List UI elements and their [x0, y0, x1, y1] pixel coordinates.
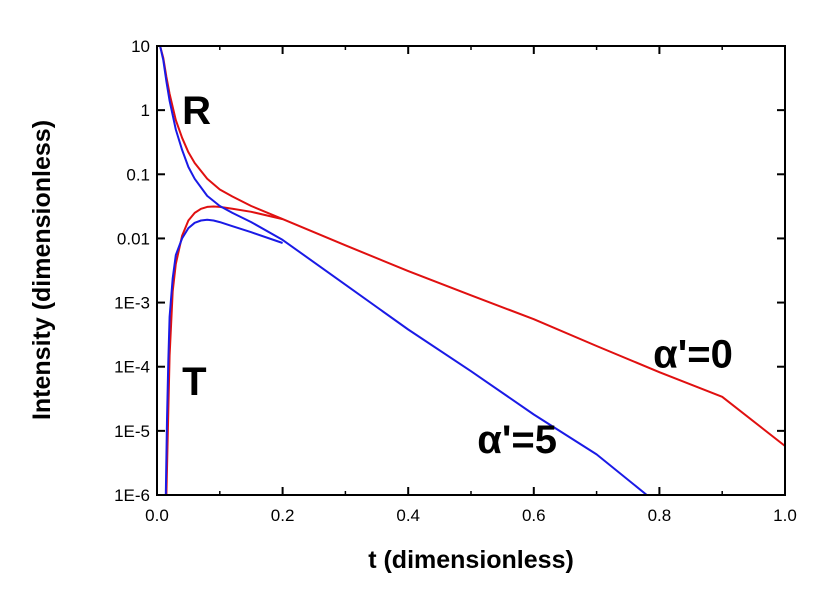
- x-axis: 0.0 0.2 0.4 0.6 0.8 1.0: [145, 46, 797, 525]
- series-line-2: [165, 205, 283, 496]
- x-axis-title: t (dimensionless): [368, 546, 574, 574]
- y-tick-label: 1: [141, 101, 150, 120]
- x-tick-label: 0.0: [145, 506, 169, 525]
- annotation-4: α'=5: [477, 418, 557, 462]
- annotation-1: R: [182, 89, 211, 133]
- plot-frame: [156, 45, 786, 496]
- annotations: R Tα'=0 α'=5: [182, 89, 733, 462]
- series-line-3: [159, 45, 648, 496]
- y-tick-label: 1E-4: [114, 358, 150, 377]
- series-layer: [159, 45, 786, 496]
- x-tick-label: 0.2: [271, 506, 295, 525]
- x-tick-label: 0.6: [522, 506, 546, 525]
- annotation-3: α'=0: [653, 333, 733, 377]
- series-line-4: [164, 218, 283, 496]
- y-axis: 10 1 0.1 0.01 1E-3 1E-4 1E-5 1E-6: [114, 37, 785, 505]
- y-tick-label: 0.01: [117, 229, 150, 248]
- y-tick-label: 10: [131, 37, 150, 56]
- series-line-1: [159, 45, 786, 447]
- y-tick-label: 1E-5: [114, 422, 150, 441]
- plot-border: [156, 45, 786, 496]
- y-tick-label: 0.1: [126, 165, 150, 184]
- y-tick-label: 1E-3: [114, 294, 150, 313]
- y-tick-label: 1E-6: [114, 486, 150, 505]
- x-tick-label: 0.4: [396, 506, 420, 525]
- x-tick-label: 1.0: [773, 506, 797, 525]
- annotation-2: T: [182, 360, 206, 404]
- x-tick-label: 0.8: [648, 506, 672, 525]
- y-axis-title: Intensity (dimensionless): [28, 120, 56, 420]
